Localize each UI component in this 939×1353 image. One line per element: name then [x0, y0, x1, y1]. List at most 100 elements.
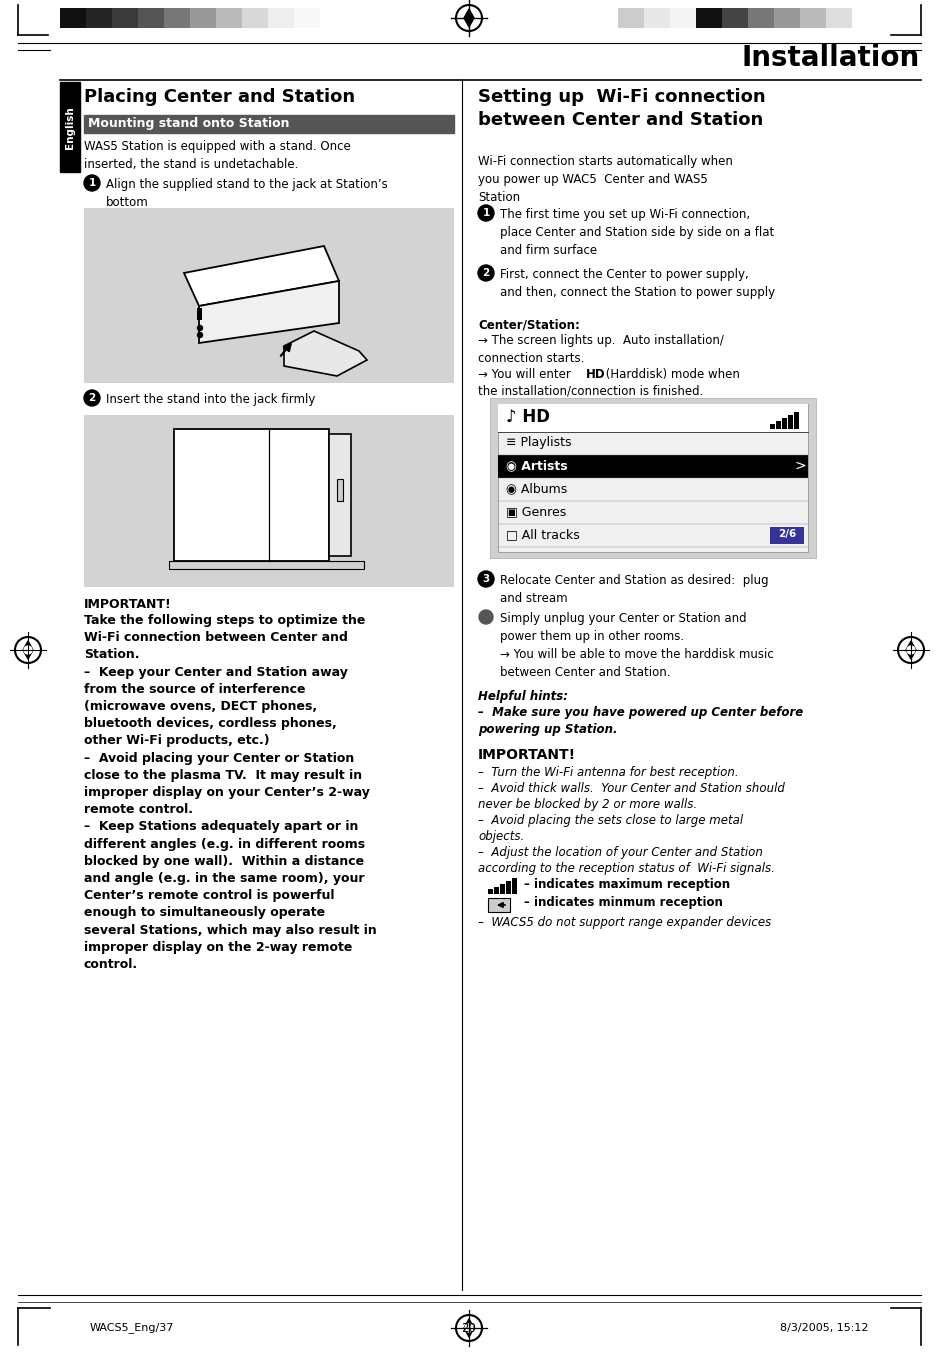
Text: Insert the stand into the jack firmly: Insert the stand into the jack firmly — [106, 392, 316, 406]
Text: –  Avoid placing the sets close to large metal: – Avoid placing the sets close to large … — [478, 815, 743, 827]
Bar — [498, 455, 808, 478]
Bar — [618, 8, 644, 28]
Circle shape — [197, 333, 203, 337]
Bar — [84, 415, 454, 587]
Polygon shape — [906, 641, 916, 659]
Text: ◉ Artists: ◉ Artists — [506, 459, 567, 472]
Text: 8/3/2005, 15:12: 8/3/2005, 15:12 — [779, 1323, 868, 1333]
Text: 20: 20 — [462, 1322, 476, 1334]
Bar — [500, 884, 505, 894]
Polygon shape — [464, 9, 474, 27]
Circle shape — [479, 610, 493, 624]
Text: IMPORTANT!: IMPORTANT! — [478, 748, 577, 762]
Bar — [84, 208, 454, 383]
Bar — [294, 8, 320, 28]
Text: Relocate Center and Station as desired:  plug
and stream: Relocate Center and Station as desired: … — [500, 574, 769, 605]
Bar — [86, 8, 112, 28]
Text: 2: 2 — [483, 268, 489, 277]
Text: the installation/connection is finished.: the installation/connection is finished. — [478, 384, 703, 396]
Text: Setting up  Wi-Fi connection
between Center and Station: Setting up Wi-Fi connection between Cent… — [478, 88, 765, 129]
Text: Placing Center and Station: Placing Center and Station — [84, 88, 355, 106]
Text: objects.: objects. — [478, 829, 524, 843]
Text: 1: 1 — [88, 179, 96, 188]
Bar — [494, 888, 499, 894]
Bar — [748, 8, 774, 28]
Text: → You will enter: → You will enter — [478, 368, 575, 382]
Text: – indicates minmum reception: – indicates minmum reception — [524, 896, 723, 909]
Bar — [164, 8, 190, 28]
Text: Center/Station:: Center/Station: — [478, 318, 580, 331]
Text: Wi-Fi connection starts automatically when
you power up WAC5  Center and WAS5
St: Wi-Fi connection starts automatically wh… — [478, 156, 732, 204]
Bar — [774, 8, 800, 28]
Bar — [826, 8, 852, 28]
Bar — [112, 8, 138, 28]
Text: First, connect the Center to power supply,
and then, connect the Station to powe: First, connect the Center to power suppl… — [500, 268, 775, 299]
Bar — [197, 308, 202, 321]
Bar — [770, 423, 775, 429]
Text: –  Adjust the location of your Center and Station: – Adjust the location of your Center and… — [478, 846, 762, 859]
Text: IMPORTANT!: IMPORTANT! — [84, 598, 172, 612]
Text: –  Turn the Wi-Fi antenna for best reception.: – Turn the Wi-Fi antenna for best recept… — [478, 766, 739, 779]
Bar — [776, 421, 781, 429]
Bar — [216, 8, 242, 28]
Polygon shape — [464, 1319, 474, 1337]
Text: –  Make sure you have powered up Center before
powering up Station.: – Make sure you have powered up Center b… — [478, 706, 803, 736]
Bar — [498, 405, 808, 552]
Text: – indicates maximum reception: – indicates maximum reception — [524, 878, 731, 892]
Circle shape — [478, 265, 494, 281]
Text: Simply unplug your Center or Station and
power them up in other rooms.
→ You wil: Simply unplug your Center or Station and… — [500, 612, 774, 679]
Circle shape — [478, 571, 494, 587]
Text: >: > — [794, 459, 806, 474]
Bar — [337, 479, 343, 501]
Polygon shape — [184, 246, 339, 306]
Text: never be blocked by 2 or more walls.: never be blocked by 2 or more walls. — [478, 798, 697, 810]
Circle shape — [478, 206, 494, 221]
Bar — [490, 398, 816, 557]
Text: 3: 3 — [483, 574, 489, 584]
Text: (Harddisk) mode when: (Harddisk) mode when — [602, 368, 740, 382]
Text: English: English — [65, 107, 75, 149]
Polygon shape — [284, 331, 367, 376]
Text: WACS5_Eng/37: WACS5_Eng/37 — [90, 1322, 175, 1334]
Circle shape — [463, 12, 475, 24]
Bar — [190, 8, 216, 28]
Bar — [696, 8, 722, 28]
Polygon shape — [23, 641, 33, 659]
Text: Take the following steps to optimize the
Wi-Fi connection between Center and
Sta: Take the following steps to optimize the… — [84, 614, 377, 971]
Circle shape — [84, 175, 100, 191]
Bar — [512, 878, 517, 894]
Bar — [488, 898, 510, 912]
Text: Align the supplied stand to the jack at Station’s
bottom: Align the supplied stand to the jack at … — [106, 179, 388, 208]
Bar — [60, 8, 86, 28]
Bar — [174, 429, 329, 561]
Text: –  WACS5 do not support range expander devices: – WACS5 do not support range expander de… — [478, 916, 771, 930]
Text: Mounting stand onto Station: Mounting stand onto Station — [88, 118, 289, 130]
Bar — [788, 415, 793, 429]
Circle shape — [197, 326, 203, 330]
Circle shape — [907, 645, 915, 653]
Text: Installation: Installation — [742, 45, 920, 72]
Text: ♪ HD: ♪ HD — [506, 409, 550, 426]
Bar — [488, 889, 493, 894]
Text: 2: 2 — [88, 392, 96, 403]
Circle shape — [465, 1325, 473, 1331]
Text: ◉ Albums: ◉ Albums — [506, 482, 567, 495]
Bar — [644, 8, 670, 28]
Bar — [242, 8, 268, 28]
Text: 2/6: 2/6 — [777, 529, 796, 538]
Bar — [670, 8, 696, 28]
Bar — [268, 8, 294, 28]
Bar — [169, 561, 364, 570]
Bar — [722, 8, 748, 28]
Text: Helpful hints:: Helpful hints: — [478, 690, 568, 704]
Text: □ All tracks: □ All tracks — [506, 528, 579, 541]
Bar — [498, 405, 808, 432]
Bar — [506, 881, 511, 894]
Polygon shape — [199, 281, 339, 344]
Bar — [800, 8, 826, 28]
Text: → The screen lights up.  Auto installation/
connection starts.: → The screen lights up. Auto installatio… — [478, 334, 724, 364]
Circle shape — [84, 390, 100, 406]
Bar — [770, 528, 804, 544]
Circle shape — [24, 645, 32, 653]
Text: according to the reception status of  Wi-Fi signals.: according to the reception status of Wi-… — [478, 862, 775, 875]
